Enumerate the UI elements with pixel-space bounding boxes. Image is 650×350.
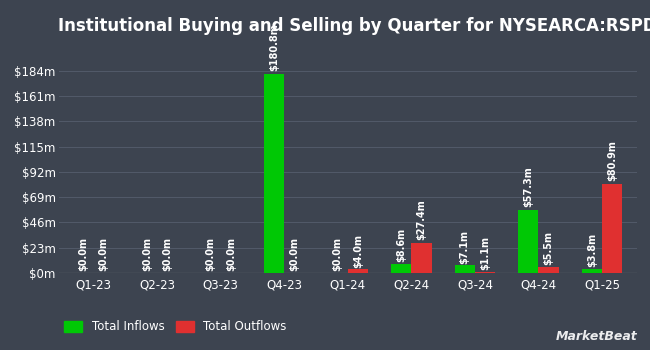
Text: $3.8m: $3.8m xyxy=(587,233,597,267)
Text: $8.6m: $8.6m xyxy=(396,228,406,262)
Bar xyxy=(518,210,538,273)
Text: Institutional Buying and Selling by Quarter for NYSEARCA:RSPD: Institutional Buying and Selling by Quar… xyxy=(58,17,650,35)
Bar xyxy=(264,74,284,273)
Text: $1.1m: $1.1m xyxy=(480,236,490,270)
Text: $0.0m: $0.0m xyxy=(142,237,152,271)
Bar xyxy=(348,270,368,273)
Text: $0.0m: $0.0m xyxy=(226,237,236,271)
Bar xyxy=(582,269,602,273)
Text: $7.1m: $7.1m xyxy=(460,230,470,264)
Bar xyxy=(411,243,432,273)
Legend: Total Inflows, Total Outflows: Total Inflows, Total Outflows xyxy=(64,321,287,334)
Text: $27.4m: $27.4m xyxy=(417,199,426,239)
Bar xyxy=(454,265,475,273)
Text: $4.0m: $4.0m xyxy=(353,234,363,268)
Text: $57.3m: $57.3m xyxy=(523,166,533,206)
Bar xyxy=(475,272,495,273)
Bar xyxy=(602,184,623,273)
Text: $0.0m: $0.0m xyxy=(205,237,215,271)
Text: $0.0m: $0.0m xyxy=(162,237,172,271)
Text: MarketBeat: MarketBeat xyxy=(555,330,637,343)
Text: $80.9m: $80.9m xyxy=(607,140,618,181)
Text: $0.0m: $0.0m xyxy=(289,237,300,271)
Bar xyxy=(538,267,559,273)
Bar xyxy=(391,264,411,273)
Text: $5.5m: $5.5m xyxy=(543,231,554,265)
Text: $0.0m: $0.0m xyxy=(78,237,88,271)
Text: $0.0m: $0.0m xyxy=(99,237,109,271)
Text: $0.0m: $0.0m xyxy=(333,237,343,271)
Text: $180.8m: $180.8m xyxy=(269,23,279,71)
